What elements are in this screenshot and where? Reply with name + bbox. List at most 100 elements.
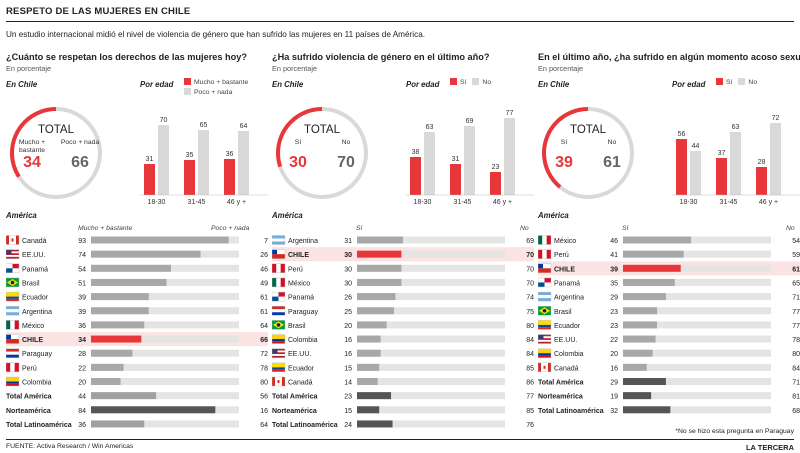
value-right: 86	[526, 380, 534, 387]
bar-track	[623, 378, 771, 385]
country-name: Argentina	[288, 238, 318, 245]
footnote: *No se hizo esta pregunta en Paraguay	[675, 428, 794, 435]
bar-fill	[623, 278, 675, 286]
age-group-label: 31-45	[720, 199, 738, 206]
bar-fill	[357, 349, 381, 357]
panel-violencia: ¿Ha sufrido violencia de género en el úl…	[272, 50, 534, 432]
value-right: 77	[526, 394, 534, 401]
bar-fill	[623, 349, 653, 357]
bar-fill	[623, 307, 658, 315]
age-value: 35	[186, 152, 194, 159]
intro-text: Un estudio internacional midió el nivel …	[6, 30, 426, 39]
country-row: Argentina 39 61	[6, 306, 268, 316]
country-row: Panamá 54 46	[6, 263, 268, 274]
age-bar-2-b	[504, 118, 515, 195]
country-name: Total América	[538, 380, 584, 387]
legend-item: Mucho + bastante	[184, 78, 262, 88]
bar-track	[357, 406, 505, 414]
value-left: 35	[610, 280, 618, 287]
value-left: 39	[78, 295, 86, 302]
flag-icon-pa	[6, 263, 20, 274]
value-left: 14	[344, 380, 352, 387]
country-name: Norteamérica	[272, 408, 317, 415]
legend-item: Poco + nada	[184, 88, 262, 98]
legend-label: Sí	[726, 79, 733, 86]
value-left: 39	[78, 309, 86, 316]
country-name: Ecuador	[22, 295, 49, 302]
value-left: 44	[78, 394, 86, 401]
bar-fill	[623, 293, 666, 301]
total-right-value: 61	[603, 154, 621, 171]
panel-acoso: En el último año, ¿ha sufrido en algún m…	[538, 50, 800, 432]
value-right: 70	[526, 280, 534, 287]
question-title: ¿Cuánto se respetan los derechos de las …	[6, 52, 247, 62]
value-left: 54	[78, 266, 86, 273]
bar-fill	[623, 250, 684, 258]
country-row: Total América 23 77	[272, 392, 534, 401]
bar-fill	[91, 406, 216, 414]
country-name: EE.UU.	[288, 351, 311, 358]
age-bar-2-a	[756, 167, 767, 195]
country-name: CHILE	[22, 337, 43, 344]
bar-fill	[357, 293, 396, 301]
country-row: Panamá 35 65	[538, 277, 800, 287]
value-left: 32	[610, 408, 618, 415]
country-name: México	[554, 238, 576, 245]
age-bar-2-a	[224, 159, 235, 195]
bar-fill	[91, 363, 124, 371]
age-group-label: 31-45	[188, 199, 206, 206]
bar-track	[357, 307, 505, 315]
bar-track	[623, 278, 771, 286]
value-right: 78	[260, 365, 268, 372]
value-right: 61	[260, 295, 268, 302]
country-row: Total Latinoamérica 24 76	[272, 420, 534, 429]
value-left: 30	[344, 252, 352, 259]
value-right: 46	[260, 266, 268, 273]
age-group-label: 46 y +	[227, 199, 246, 206]
bar-fill	[623, 264, 681, 272]
legend: Sí No	[450, 78, 534, 88]
country-name: Panamá	[288, 295, 314, 302]
total-left-label: Mucho + bastante	[18, 139, 46, 154]
country-name: Ecuador	[288, 365, 315, 372]
value-right: 85	[526, 408, 534, 415]
bar-track	[91, 392, 239, 400]
value-right: 54	[792, 238, 800, 245]
bar-track	[357, 293, 505, 301]
country-name: Norteamérica	[538, 394, 583, 401]
age-group-label: 46 y +	[493, 199, 512, 206]
value-right: 76	[526, 422, 534, 429]
legend-item: No	[472, 78, 491, 88]
country-name: Total América	[6, 394, 52, 401]
country-row: EE.UU. 74 26	[6, 249, 268, 259]
bar-track	[357, 321, 505, 329]
value-right: 71	[792, 380, 800, 387]
bar-fill	[91, 236, 229, 244]
country-row: Ecuador 39 61	[6, 291, 268, 302]
value-right: 7	[264, 238, 268, 245]
bar-fill	[91, 293, 149, 301]
question-subtitle: En porcentaje	[272, 64, 318, 73]
bar-track	[623, 335, 771, 343]
bar-track	[91, 349, 239, 357]
country-row: Brasil 23 77	[538, 306, 800, 316]
age-bar-2-a	[490, 172, 501, 195]
value-left: 23	[344, 394, 352, 401]
value-left: 23	[610, 323, 618, 330]
bar-track	[357, 378, 505, 385]
value-right: 61	[792, 266, 800, 273]
bar-track	[91, 420, 239, 428]
age-value: 31	[452, 156, 460, 163]
value-right: 80	[260, 380, 268, 387]
bar-fill	[91, 420, 145, 428]
value-right: 84	[526, 337, 534, 344]
country-row: Total América 44 56	[6, 392, 268, 401]
country-name: Paraguay	[22, 351, 52, 358]
age-bar-0-b	[690, 151, 701, 195]
country-name: Brasil	[554, 309, 572, 316]
en-chile-label: En Chile	[6, 80, 38, 89]
age-value: 23	[492, 164, 500, 171]
bar-track	[357, 335, 505, 343]
bar-fill	[357, 420, 393, 428]
age-value: 69	[466, 118, 474, 125]
